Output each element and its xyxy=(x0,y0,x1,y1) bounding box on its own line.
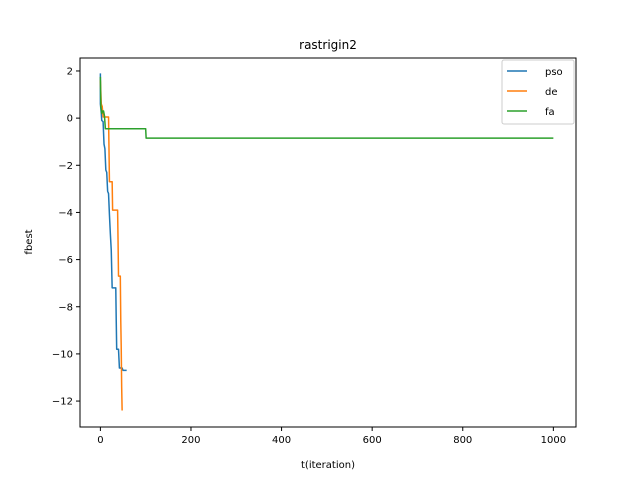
x-tick-label: 0 xyxy=(97,435,103,446)
legend-label-de: de xyxy=(545,87,558,98)
x-tick-label: 400 xyxy=(272,435,291,446)
x-tick-label: 600 xyxy=(363,435,382,446)
series-line-fa xyxy=(99,76,554,139)
x-tick-label: 800 xyxy=(453,435,472,446)
legend-frame xyxy=(501,59,575,125)
legend-label-pso: pso xyxy=(545,67,563,78)
legend-label-fa: fa xyxy=(545,107,555,118)
x-tick-label: 200 xyxy=(181,435,200,446)
y-tick-label: −8 xyxy=(58,302,73,313)
x-tick-label: 1000 xyxy=(541,435,566,446)
y-tick-label: −12 xyxy=(52,397,73,408)
y-axis-label: fbest xyxy=(24,229,35,254)
series-layer xyxy=(99,73,554,411)
series-line-pso xyxy=(99,73,127,372)
chart-title: rastrigin2 xyxy=(299,38,357,52)
y-tick-label: −6 xyxy=(58,255,73,266)
y-tick-label: −2 xyxy=(58,161,73,172)
plot-frame xyxy=(79,57,577,428)
y-tick-label: −4 xyxy=(58,208,73,219)
plot-area xyxy=(80,58,576,427)
x-axis-label: t(iteration) xyxy=(301,460,355,471)
legend: pso de fa xyxy=(501,59,575,125)
ticks-layer: 0 200 400 600 800 1000 2 0 −2 −4 −6 −8 −10 −12 xyxy=(52,66,566,446)
y-tick-label: −10 xyxy=(52,349,73,360)
y-tick-label: 0 xyxy=(67,114,73,125)
y-tick-label: 2 xyxy=(67,66,73,77)
series-line-de xyxy=(99,80,123,411)
